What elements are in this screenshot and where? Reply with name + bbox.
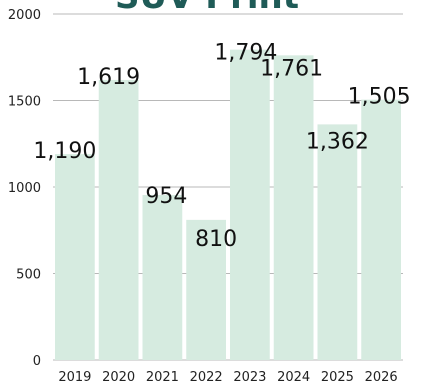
y-tick-label-1500: 1500 xyxy=(8,95,41,110)
chart-title: SUV Print xyxy=(115,0,299,17)
data-label-2022: 810 xyxy=(195,227,237,252)
y-axis-ticks: 0 500 1000 1500 2000 xyxy=(8,8,41,369)
x-tick-label-2026: 2026 xyxy=(365,370,398,385)
data-label-2026: 1,505 xyxy=(348,85,411,110)
bar-2022 xyxy=(186,219,226,360)
y-tick-label-0: 0 xyxy=(33,354,41,369)
y-tick-label-500: 500 xyxy=(16,268,41,283)
y-tick-label-1000: 1000 xyxy=(8,181,41,196)
bar-2023 xyxy=(230,49,270,360)
data-label-2019: 1,190 xyxy=(33,139,96,164)
data-label-2024: 1,761 xyxy=(260,56,323,81)
x-tick-label-2022: 2022 xyxy=(190,370,223,385)
x-tick-label-2023: 2023 xyxy=(233,370,266,385)
bars xyxy=(55,49,401,361)
bar-2026 xyxy=(361,99,401,360)
data-label-2023: 1,794 xyxy=(214,41,277,66)
bar-2020 xyxy=(98,79,139,361)
bar-2019 xyxy=(55,154,95,360)
x-tick-label-2019: 2019 xyxy=(58,370,91,385)
bar-2021 xyxy=(142,194,183,360)
bar-2025 xyxy=(317,124,358,361)
bar-2024 xyxy=(273,55,314,361)
x-tick-label-2020: 2020 xyxy=(102,370,135,385)
x-tick-label-2025: 2025 xyxy=(321,370,354,385)
data-label-2020: 1,619 xyxy=(77,65,140,90)
data-label-2025: 1,362 xyxy=(306,129,369,154)
x-axis-labels: 2019 2020 2021 2022 2023 2024 2025 2026 xyxy=(58,370,397,385)
y-tick-label-2000: 2000 xyxy=(8,8,41,23)
data-label-2021: 954 xyxy=(145,184,187,209)
x-tick-label-2024: 2024 xyxy=(277,370,310,385)
x-tick-label-2021: 2021 xyxy=(146,370,179,385)
